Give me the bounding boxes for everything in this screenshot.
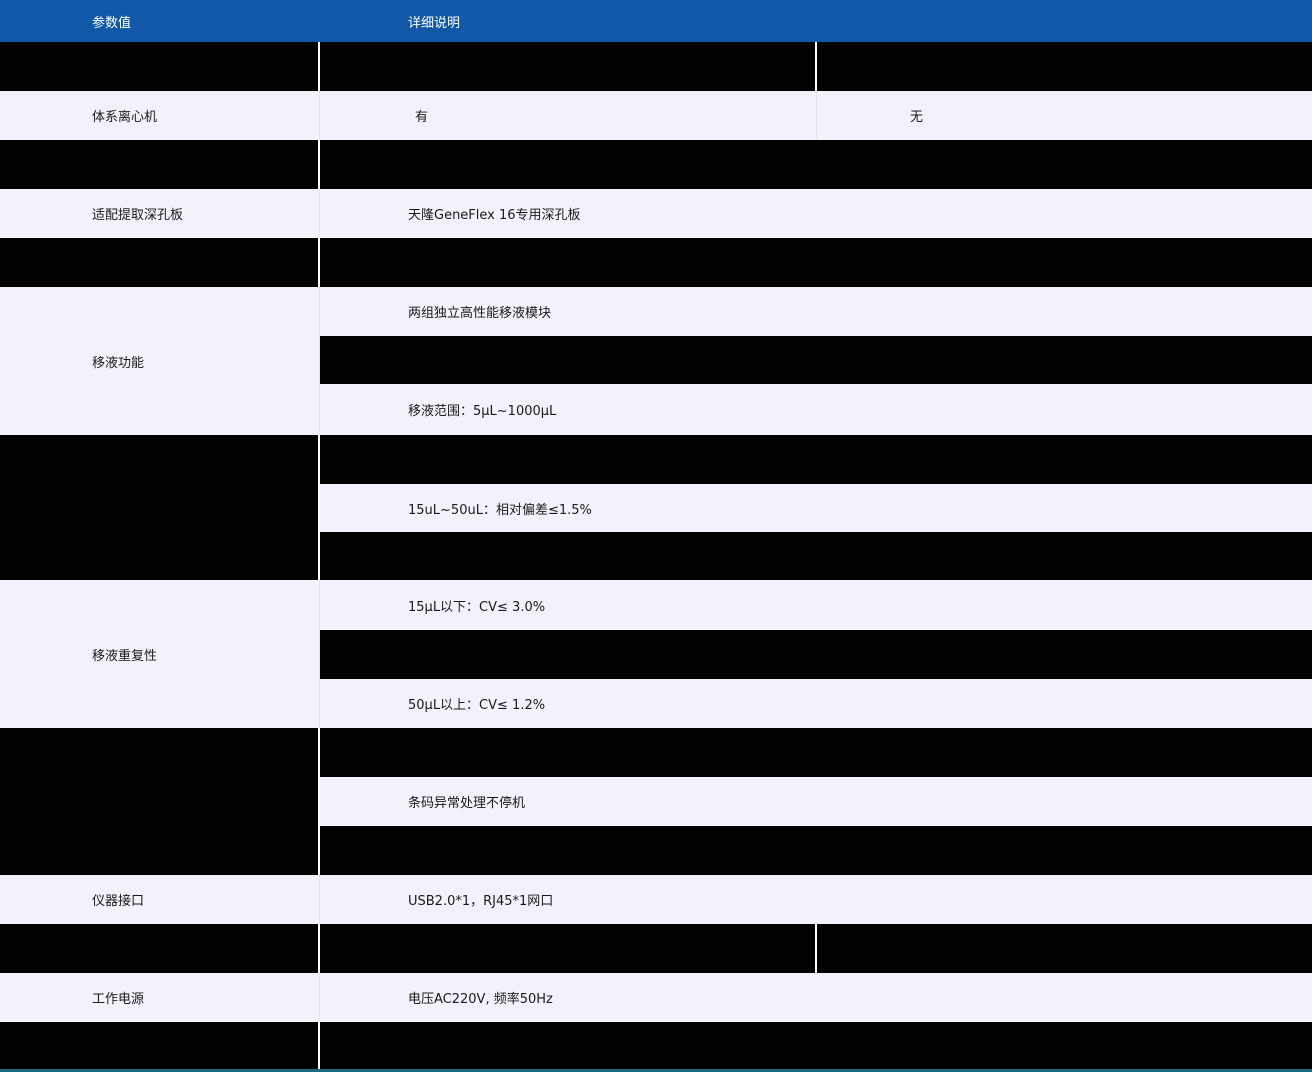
detail-value: 条码异常处理不停机 [320,777,1312,826]
row-pipetting-repeatability: 移液重复性 15μL以下：CV≤ 3.0% 50μL以上：CV≤ 1.2% [0,580,1312,728]
detail-value-secondary: 无 [910,110,924,125]
redacted-cell [320,532,1312,580]
detail-value: 移液范围：5μL~1000μL [320,384,1312,435]
redacted-row [0,238,1312,287]
redacted-cell [320,140,1312,189]
param-label: 移液功能 [0,287,320,435]
detail-stack: 15uL~50uL：相对偏差≤1.5% [320,435,1312,580]
detail-value: 两组独立高性能移液模块 [320,287,1312,336]
param-label: 体系离心机 [0,91,320,140]
redacted-cell [320,336,1312,384]
redacted-cell [320,826,1312,875]
redacted-cell [320,728,1312,777]
param-label: 适配提取深孔板 [0,189,320,238]
detail-stack: 15μL以下：CV≤ 3.0% 50μL以上：CV≤ 1.2% [320,580,1312,728]
bottom-border [0,1069,1312,1072]
detail-value: 15uL~50uL：相对偏差≤1.5% [320,484,1312,532]
detail-value: 15μL以下：CV≤ 3.0% [320,580,1312,630]
detail-value: 50μL以上：CV≤ 1.2% [320,679,1312,728]
redacted-cell [320,630,1312,679]
redacted-cell [320,435,1312,484]
redacted-cell [0,42,320,91]
redacted-row [0,924,1312,973]
redacted-cell [0,238,320,287]
detail-stack: 两组独立高性能移液模块 移液范围：5μL~1000μL [320,287,1312,435]
row-centrifuge: 体系离心机 有 无 [0,91,1312,140]
row-deep-well-plate: 适配提取深孔板 天隆GeneFlex 16专用深孔板 [0,189,1312,238]
row-pipetting-function: 移液功能 两组独立高性能移液模块 移液范围：5μL~1000μL [0,287,1312,435]
header-param-col: 参数值 [92,15,132,31]
redacted-cell [0,435,320,580]
param-label: 仪器接口 [0,875,320,924]
table-header-row: 参数值 详细说明 [0,0,1312,42]
redacted-cell [320,1022,1312,1069]
row-interface: 仪器接口 USB2.0*1，RJ45*1网口 [0,875,1312,924]
redacted-cell [0,924,320,973]
param-label: 工作电源 [0,973,320,1022]
redacted-cell [817,42,1312,91]
row-barcode: 条码异常处理不停机 [0,728,1312,875]
detail-value: USB2.0*1，RJ45*1网口 [408,894,554,909]
redacted-row [0,42,1312,91]
header-detail-col: 详细说明 [408,15,461,31]
row-power: 工作电源 电压AC220V, 频率50Hz [0,973,1312,1022]
detail-value: 电压AC220V, 频率50Hz [408,992,553,1007]
redacted-row [0,1022,1312,1069]
row-pipetting-accuracy: 15uL~50uL：相对偏差≤1.5% [0,435,1312,580]
redacted-cell [0,1022,320,1069]
param-label: 移液重复性 [0,580,320,728]
detail-stack: 条码异常处理不停机 [320,728,1312,875]
redacted-cell [320,238,1312,287]
redacted-cell [817,924,1312,973]
redacted-cell [0,140,320,189]
redacted-cell [320,42,817,91]
detail-value: 天隆GeneFlex 16专用深孔板 [408,208,581,223]
redacted-cell [320,924,817,973]
redacted-row [0,140,1312,189]
detail-value: 有 [320,91,817,140]
redacted-cell [0,728,320,875]
